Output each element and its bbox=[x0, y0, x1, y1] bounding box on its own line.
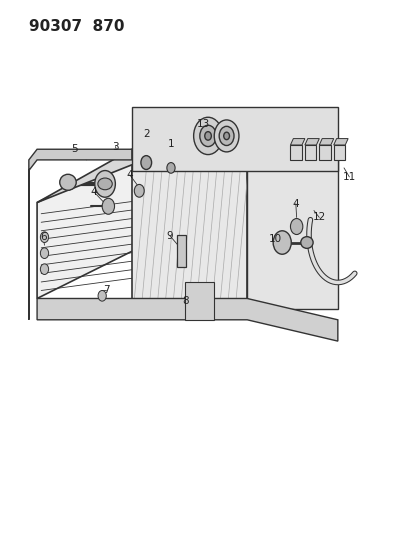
Text: 5: 5 bbox=[72, 144, 78, 154]
Polygon shape bbox=[185, 282, 214, 320]
Circle shape bbox=[40, 248, 49, 259]
Text: 8: 8 bbox=[182, 296, 189, 306]
Text: 11: 11 bbox=[343, 172, 356, 182]
Bar bbox=[319, 145, 331, 160]
Text: 9: 9 bbox=[166, 231, 173, 240]
Circle shape bbox=[194, 117, 222, 155]
Polygon shape bbox=[37, 298, 338, 341]
Bar bbox=[177, 235, 186, 266]
Bar bbox=[290, 145, 302, 160]
Ellipse shape bbox=[98, 178, 112, 190]
Text: 10: 10 bbox=[269, 234, 282, 244]
Polygon shape bbox=[29, 149, 132, 320]
Circle shape bbox=[200, 125, 216, 147]
Text: 7: 7 bbox=[103, 286, 110, 295]
Bar bbox=[334, 145, 345, 160]
Text: 1: 1 bbox=[168, 139, 174, 149]
Polygon shape bbox=[319, 139, 334, 145]
Circle shape bbox=[95, 171, 115, 197]
Circle shape bbox=[167, 163, 175, 173]
Text: 4: 4 bbox=[91, 187, 97, 197]
Polygon shape bbox=[305, 139, 319, 145]
Circle shape bbox=[134, 184, 144, 197]
Polygon shape bbox=[334, 139, 348, 145]
Circle shape bbox=[40, 232, 49, 243]
Circle shape bbox=[141, 156, 152, 169]
Text: 90307  870: 90307 870 bbox=[29, 19, 124, 34]
Text: 2: 2 bbox=[143, 130, 150, 139]
Text: 6: 6 bbox=[40, 232, 47, 242]
Circle shape bbox=[214, 120, 239, 152]
Circle shape bbox=[102, 198, 115, 214]
Circle shape bbox=[273, 231, 291, 254]
Ellipse shape bbox=[60, 174, 76, 190]
Text: 4: 4 bbox=[293, 199, 299, 208]
Circle shape bbox=[205, 132, 211, 140]
Text: 4: 4 bbox=[126, 170, 133, 180]
Polygon shape bbox=[132, 107, 338, 171]
Polygon shape bbox=[37, 149, 144, 298]
Polygon shape bbox=[247, 160, 338, 309]
Circle shape bbox=[98, 290, 106, 301]
Circle shape bbox=[290, 219, 303, 235]
Text: 13: 13 bbox=[197, 119, 210, 128]
Bar bbox=[305, 145, 316, 160]
Text: 3: 3 bbox=[112, 142, 119, 151]
Text: 12: 12 bbox=[313, 213, 326, 222]
Circle shape bbox=[219, 126, 234, 146]
Ellipse shape bbox=[301, 237, 313, 248]
Circle shape bbox=[40, 264, 49, 274]
Circle shape bbox=[224, 132, 229, 140]
Polygon shape bbox=[290, 139, 305, 145]
Polygon shape bbox=[37, 149, 247, 203]
Polygon shape bbox=[132, 160, 247, 309]
